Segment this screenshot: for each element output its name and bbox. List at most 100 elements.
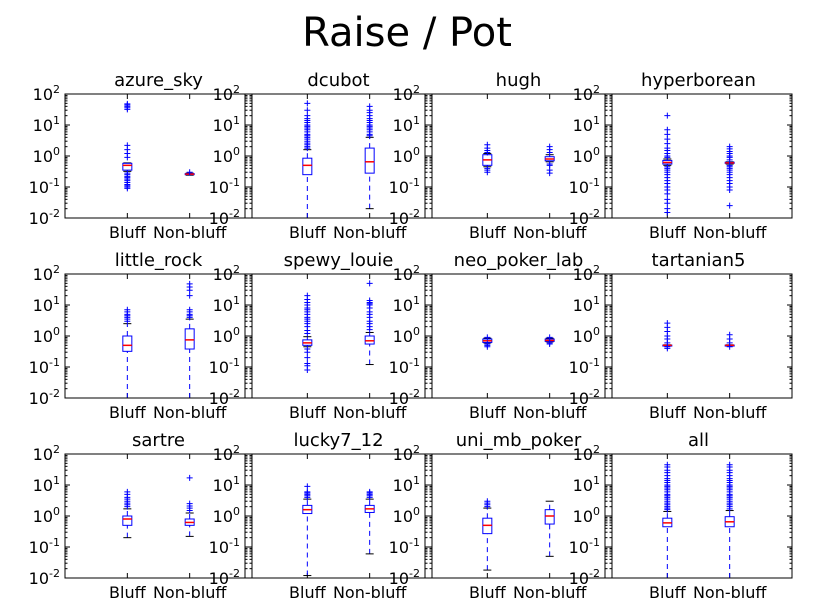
y-tick-label: 10-1 bbox=[389, 536, 420, 557]
box-non-bluff: Non-bluff bbox=[153, 454, 227, 602]
y-tick-label: 10-2 bbox=[569, 567, 600, 588]
box-non-bluff: Non-bluff bbox=[513, 454, 587, 602]
outlier-point bbox=[304, 346, 311, 353]
y-tick-label: 100 bbox=[573, 505, 600, 526]
outlier-point bbox=[546, 161, 553, 168]
panel-grid: azure_sky 102 101 100 10-1 10-2 Bluff Non-bluff… bbox=[29, 70, 793, 602]
outlier-point bbox=[304, 112, 311, 119]
outlier-point bbox=[304, 100, 311, 107]
y-tick-label: 10-2 bbox=[209, 207, 240, 228]
y-tick-label: 10-1 bbox=[389, 176, 420, 197]
y-tick-label: 10-1 bbox=[569, 536, 600, 557]
box-bluff: Bluff bbox=[289, 94, 327, 242]
outlier-point bbox=[186, 280, 193, 287]
outlier-point bbox=[726, 461, 733, 468]
box-non-bluff: Non-bluff bbox=[153, 274, 227, 422]
chart-panel: little_rock 102 101 100 10-1 10-2 Bluff Non-blu… bbox=[29, 250, 253, 422]
outlier-point bbox=[664, 320, 671, 327]
box-non-bluff: Non-bluff bbox=[693, 274, 767, 422]
x-tick-label: Bluff bbox=[289, 223, 327, 242]
y-tick-label: 102 bbox=[33, 263, 60, 284]
y-tick-label: 102 bbox=[573, 263, 600, 284]
box-body bbox=[184, 328, 195, 350]
y-tick-label: 100 bbox=[393, 325, 420, 346]
outlier-point bbox=[546, 334, 553, 341]
y-tick-label: 100 bbox=[33, 145, 60, 166]
panel-title: sartre bbox=[132, 430, 185, 451]
y-tick-label: 10-1 bbox=[389, 356, 420, 377]
outlier-point bbox=[484, 141, 491, 148]
outlier-point bbox=[726, 162, 733, 169]
y-tick-label: 10-2 bbox=[569, 387, 600, 408]
panel-title: azure_sky bbox=[114, 70, 203, 91]
outlier-point bbox=[726, 143, 733, 150]
panel-title: tartanian5 bbox=[652, 250, 746, 271]
y-tick-label: 10-2 bbox=[209, 387, 240, 408]
y-tick-label: 100 bbox=[213, 325, 240, 346]
panel-title: lucky7_12 bbox=[293, 430, 383, 451]
x-tick-label: Non-bluff bbox=[153, 403, 227, 422]
y-tick-label: 100 bbox=[213, 145, 240, 166]
box-bluff: Bluff bbox=[649, 454, 687, 602]
y-tick-label: 10-2 bbox=[29, 387, 60, 408]
outlier-point bbox=[304, 107, 311, 114]
x-tick-label: Non-bluff bbox=[693, 223, 767, 242]
x-tick-label: Non-bluff bbox=[513, 583, 587, 602]
outlier-point bbox=[186, 292, 193, 299]
x-tick-label: Bluff bbox=[109, 583, 147, 602]
y-tick-label: 100 bbox=[393, 505, 420, 526]
y-tick-label: 10-1 bbox=[29, 356, 60, 377]
outlier-point bbox=[484, 165, 491, 172]
y-tick-label: 101 bbox=[213, 294, 240, 315]
y-tick-label: 101 bbox=[33, 474, 60, 495]
outlier-point bbox=[366, 297, 373, 304]
chart-panel: all 102 101 100 10-1 10-2 Bluff Non-bluff bbox=[569, 430, 793, 602]
outlier-point bbox=[304, 354, 311, 361]
y-tick-label: 101 bbox=[573, 114, 600, 135]
panel-title: dcubot bbox=[307, 70, 369, 91]
chart-panel: lucky7_12 102 101 100 10-1 10-2 Bluff Non-bluff bbox=[209, 430, 433, 602]
chart-panel: tartanian5 102 101 100 10-1 10-2 Bluff Non-bluf… bbox=[569, 250, 793, 422]
outlier-point bbox=[304, 488, 311, 495]
panel-frame bbox=[604, 93, 793, 219]
y-tick-label: 10-2 bbox=[209, 567, 240, 588]
outlier-point bbox=[726, 331, 733, 338]
box-bluff: Bluff bbox=[649, 274, 687, 422]
x-tick-label: Bluff bbox=[469, 403, 507, 422]
box-non-bluff: Non-bluff bbox=[513, 94, 587, 242]
outlier-point bbox=[366, 103, 373, 110]
box-non-bluff: Non-bluff bbox=[153, 94, 227, 242]
y-tick-label: 102 bbox=[33, 83, 60, 104]
box-body bbox=[302, 157, 313, 176]
outlier-point bbox=[124, 142, 131, 149]
box-bluff: Bluff bbox=[289, 274, 327, 422]
y-tick-label: 10-2 bbox=[29, 567, 60, 588]
x-tick-label: Bluff bbox=[469, 223, 507, 242]
y-tick-label: 101 bbox=[393, 294, 420, 315]
box-bluff: Bluff bbox=[469, 94, 507, 242]
x-tick-label: Non-bluff bbox=[333, 223, 407, 242]
x-tick-label: Non-bluff bbox=[153, 583, 227, 602]
y-tick-label: 101 bbox=[213, 114, 240, 135]
y-tick-label: 101 bbox=[393, 474, 420, 495]
y-tick-label: 101 bbox=[573, 474, 600, 495]
outlier-point bbox=[124, 100, 131, 107]
y-tick-label: 101 bbox=[393, 114, 420, 135]
y-tick-label: 102 bbox=[393, 83, 420, 104]
y-tick-label: 101 bbox=[573, 294, 600, 315]
y-tick-label: 102 bbox=[573, 83, 600, 104]
box-non-bluff: Non-bluff bbox=[333, 94, 407, 242]
box-bluff: Bluff bbox=[469, 454, 507, 602]
chart-panel: azure_sky 102 101 100 10-1 10-2 Bluff Non-bluff bbox=[29, 70, 253, 242]
box-bluff: Bluff bbox=[109, 274, 147, 422]
x-tick-label: Non-bluff bbox=[333, 583, 407, 602]
y-tick-label: 100 bbox=[33, 325, 60, 346]
box-non-bluff: Non-bluff bbox=[333, 454, 407, 602]
outlier-point bbox=[726, 202, 733, 209]
outlier-point bbox=[664, 126, 671, 133]
outlier-point bbox=[186, 169, 193, 176]
y-tick-label: 10-2 bbox=[569, 207, 600, 228]
outlier-point bbox=[304, 483, 311, 490]
